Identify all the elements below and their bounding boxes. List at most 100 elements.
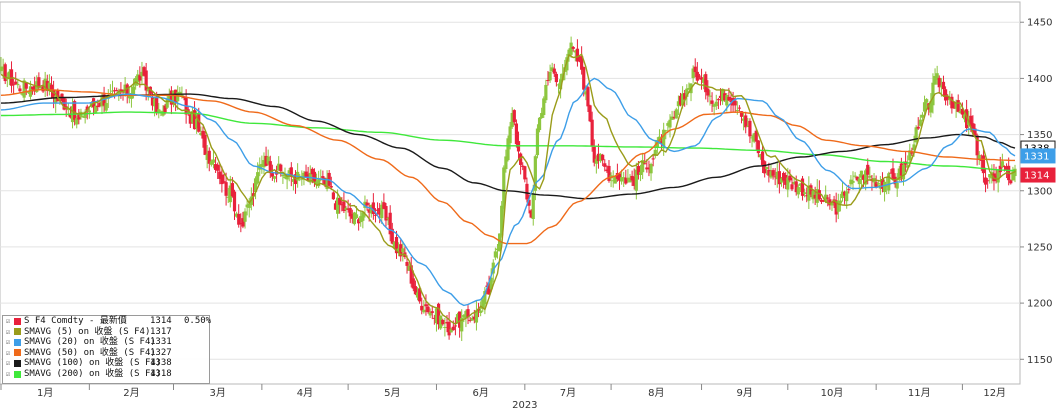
price-badge-text: 1331	[1024, 152, 1049, 163]
candle-body	[176, 92, 180, 102]
candle-body	[16, 83, 20, 86]
candle-body	[474, 310, 479, 323]
candle-body	[739, 111, 744, 117]
candle	[628, 173, 632, 183]
candle	[744, 111, 748, 134]
price-badge-text: 1314	[1024, 171, 1049, 182]
checkbox-icon[interactable]: ☑	[6, 359, 11, 368]
candle	[523, 165, 527, 183]
candle	[16, 80, 20, 89]
candle-body	[262, 160, 266, 168]
candle-body	[556, 84, 561, 86]
candle-body	[375, 209, 380, 211]
candle-body	[98, 102, 102, 106]
candle	[767, 162, 771, 183]
candle-body	[954, 102, 958, 109]
candle-body	[573, 50, 577, 53]
candle	[525, 177, 529, 203]
candle-body	[895, 182, 899, 189]
candle	[716, 97, 720, 110]
candle	[739, 111, 744, 124]
candle-body	[548, 71, 552, 81]
candle-body	[312, 171, 317, 182]
checkbox-icon[interactable]: ☑	[6, 338, 11, 347]
candle-body	[550, 67, 554, 72]
candle	[779, 176, 784, 187]
candle-body	[533, 156, 537, 191]
candle	[369, 204, 373, 218]
checkbox-icon[interactable]: ☑	[6, 348, 11, 357]
candle-body	[901, 164, 906, 180]
candle-body	[300, 178, 304, 180]
candle-body	[479, 310, 483, 313]
candle-body	[285, 175, 289, 180]
candle	[988, 173, 992, 184]
candle-body	[226, 196, 230, 198]
candle-body	[672, 117, 676, 119]
candle-body	[828, 199, 832, 206]
candle-body	[0, 66, 3, 72]
candle-body	[1002, 166, 1007, 168]
candle	[119, 82, 123, 99]
candle	[840, 181, 845, 202]
candle	[731, 91, 735, 113]
candle	[617, 173, 622, 190]
candle-body	[853, 175, 857, 177]
legend-row-sma5: ☑ SMAVG (5) on 收盤 (S F4) 1317	[3, 327, 209, 338]
candle-body	[85, 106, 89, 111]
candle-body	[104, 103, 108, 111]
checkbox-icon[interactable]: ☑	[6, 327, 11, 336]
candle-body	[813, 194, 817, 199]
candle-body	[54, 95, 58, 104]
candle-body	[914, 127, 918, 143]
candle	[626, 169, 630, 183]
candle	[188, 113, 192, 129]
candle	[975, 133, 979, 166]
candle-body	[489, 277, 493, 290]
candle-body	[357, 219, 361, 224]
candle-body	[218, 171, 222, 179]
candle	[272, 175, 277, 183]
candle-body	[386, 217, 390, 219]
x-tick-label: 7月	[560, 387, 576, 399]
candle	[596, 143, 601, 169]
candle	[678, 92, 683, 107]
candle	[251, 183, 256, 207]
checkbox-icon[interactable]: ☑	[6, 369, 11, 378]
candle	[81, 115, 85, 118]
price-badge: 1314	[1020, 167, 1056, 183]
candle-body	[123, 84, 127, 94]
candle	[622, 171, 626, 187]
candle-body	[748, 120, 752, 137]
candle-body	[674, 109, 678, 119]
candle-body	[268, 161, 272, 174]
candle-body	[796, 187, 800, 195]
legend-swatch	[14, 359, 21, 367]
candle	[247, 198, 251, 218]
candle-body	[224, 182, 228, 196]
candle	[211, 151, 216, 169]
legend-swatch	[14, 349, 21, 357]
candle-body	[390, 228, 394, 244]
candle	[920, 112, 925, 122]
candle	[752, 132, 756, 144]
candle	[531, 184, 535, 226]
candle-body	[527, 199, 531, 206]
candle-body	[131, 86, 136, 95]
candle	[788, 169, 792, 183]
candle	[931, 73, 935, 114]
candle-body	[245, 204, 249, 208]
candle	[386, 216, 390, 226]
candle-body	[620, 177, 624, 182]
candle-body	[885, 185, 889, 187]
candle	[481, 295, 485, 312]
candle-body	[392, 241, 396, 248]
checkbox-icon[interactable]: ☑	[6, 317, 11, 325]
candle-body	[458, 311, 462, 328]
candle-body	[418, 288, 422, 302]
candle-body	[66, 108, 70, 111]
candle-body	[460, 317, 464, 332]
candle-body	[598, 154, 603, 162]
candle	[664, 129, 668, 140]
